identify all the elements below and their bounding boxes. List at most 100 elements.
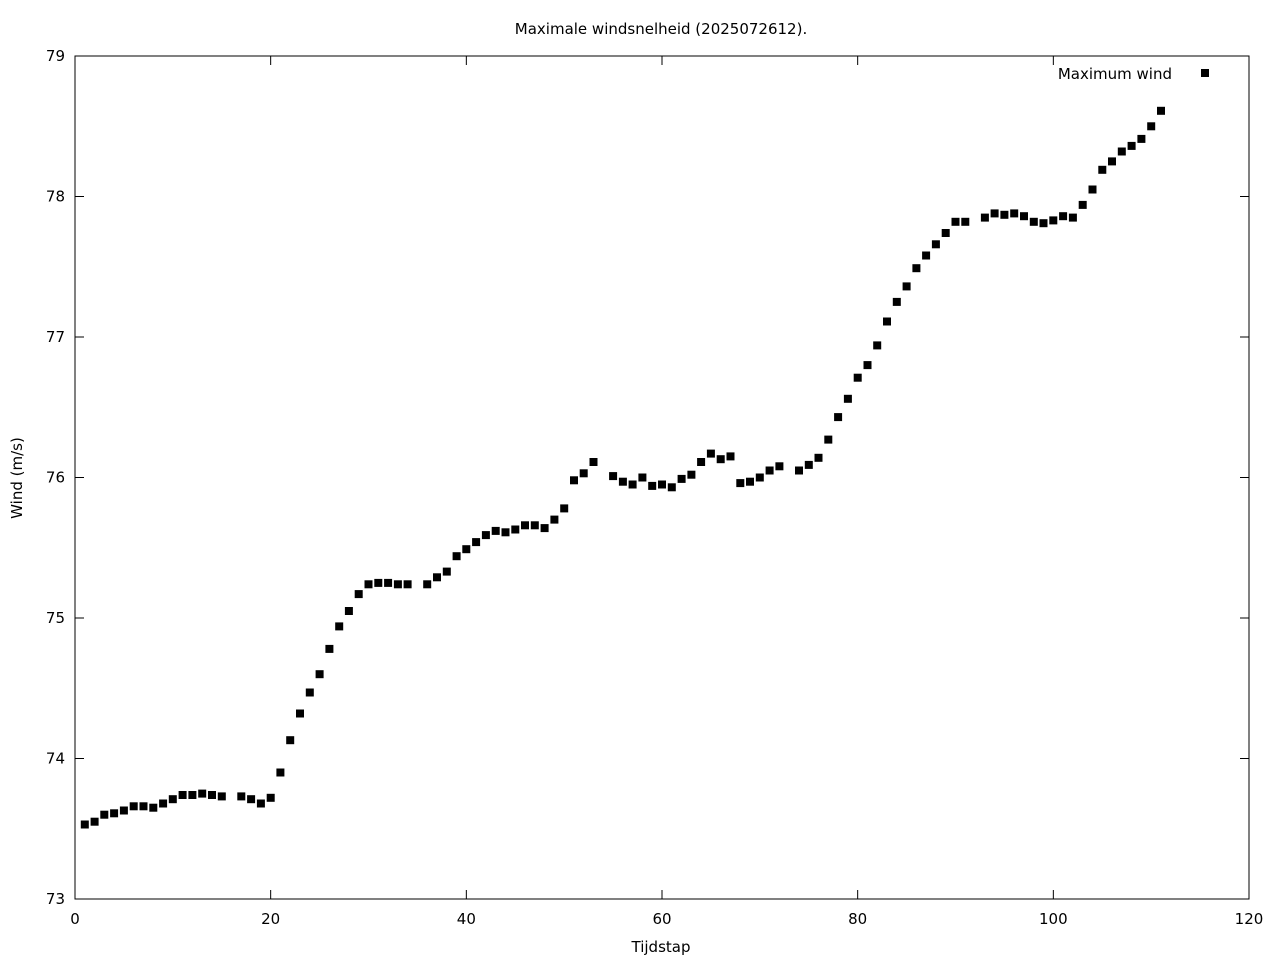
data-point: [1078, 200, 1087, 209]
data-point: [119, 806, 128, 815]
legend-label: Maximum wind: [1058, 65, 1172, 83]
data-point: [129, 802, 138, 811]
data-point: [472, 538, 481, 547]
data-point: [853, 373, 862, 382]
data-point: [452, 552, 461, 561]
data-point: [305, 688, 314, 697]
y-tick-label: 75: [46, 609, 65, 627]
x-axis-label: Tijdstap: [631, 938, 691, 956]
data-point: [188, 791, 197, 799]
data-point: [286, 736, 295, 745]
x-tick-label: 80: [848, 910, 867, 928]
data-point: [873, 341, 882, 350]
data-point: [824, 435, 833, 444]
data-point: [667, 483, 676, 492]
data-point: [403, 580, 412, 589]
data-point: [775, 462, 784, 471]
y-axis-label: Wind (m/s): [8, 437, 26, 519]
data-point: [892, 297, 901, 306]
data-point: [579, 469, 588, 478]
data-point: [530, 521, 539, 530]
data-point: [755, 473, 764, 482]
data-point: [1020, 212, 1028, 221]
data-point: [1088, 185, 1097, 194]
data-point: [208, 791, 216, 799]
chart-title: Maximale windsnelheid (2025072612).: [515, 20, 807, 38]
data-point: [834, 413, 843, 422]
data-point: [638, 473, 647, 482]
data-point: [217, 792, 226, 801]
data-point: [266, 793, 275, 802]
data-point: [90, 817, 99, 826]
data-point: [951, 217, 960, 226]
data-point: [168, 795, 177, 804]
x-tick-label: 20: [261, 910, 280, 928]
data-point: [139, 802, 148, 811]
data-point: [1098, 165, 1107, 174]
data-point: [1010, 209, 1019, 218]
data-point: [481, 531, 490, 540]
data-point: [1117, 147, 1126, 156]
data-point: [560, 504, 569, 513]
data-point: [843, 394, 852, 403]
data-point: [697, 458, 706, 466]
data-point: [609, 472, 618, 481]
data-point: [1157, 106, 1165, 115]
data-point: [100, 810, 109, 819]
data-point: [1029, 217, 1038, 226]
data-point: [1137, 134, 1146, 143]
data-point: [80, 820, 89, 829]
data-point: [814, 453, 823, 462]
data-point: [902, 282, 911, 291]
data-point: [433, 573, 441, 582]
data-point: [765, 466, 774, 475]
data-point: [1000, 210, 1009, 219]
y-tick-label: 77: [46, 328, 65, 346]
data-point: [687, 470, 696, 479]
data-point: [237, 792, 246, 801]
data-point: [354, 590, 363, 599]
data-point: [589, 458, 598, 466]
data-point: [364, 580, 373, 589]
data-point: [521, 521, 529, 530]
data-point: [110, 809, 119, 818]
data-point: [198, 789, 207, 798]
data-point: [1059, 212, 1068, 221]
data-point: [325, 644, 334, 653]
data-point: [922, 251, 931, 260]
data-point: [501, 528, 510, 537]
data-point: [980, 213, 989, 222]
data-point: [883, 317, 891, 326]
data-point: [1039, 219, 1048, 228]
data-point: [941, 229, 950, 237]
y-tick-label: 76: [46, 469, 65, 487]
data-point: [296, 709, 304, 718]
data-point: [990, 209, 999, 218]
data-point: [159, 799, 168, 808]
data-point: [804, 460, 813, 469]
data-point: [795, 466, 803, 475]
data-point: [491, 526, 500, 535]
data-point: [706, 449, 715, 458]
plot-frame: [74, 55, 1250, 900]
data-point: [628, 480, 637, 489]
data-point: [335, 622, 344, 631]
data-point: [393, 580, 402, 589]
x-tick-label: 40: [457, 910, 476, 928]
data-point: [384, 578, 393, 587]
data-point: [570, 476, 578, 485]
data-point: [550, 515, 559, 524]
ticks: 0 20 40 60 80 100 120 73 74 75 76 77 78 79: [46, 47, 1263, 928]
y-tick-label: 74: [46, 750, 65, 768]
data-point: [648, 481, 657, 490]
data-point: [961, 217, 970, 226]
data-point: [912, 264, 921, 273]
x-tick-label: 0: [70, 910, 80, 928]
x-tick-label: 120: [1235, 910, 1264, 928]
data-point: [746, 477, 754, 486]
legend: Maximum wind: [1058, 65, 1209, 83]
data-point: [931, 240, 940, 249]
data-point: [1108, 157, 1116, 166]
data-point: [344, 607, 353, 615]
